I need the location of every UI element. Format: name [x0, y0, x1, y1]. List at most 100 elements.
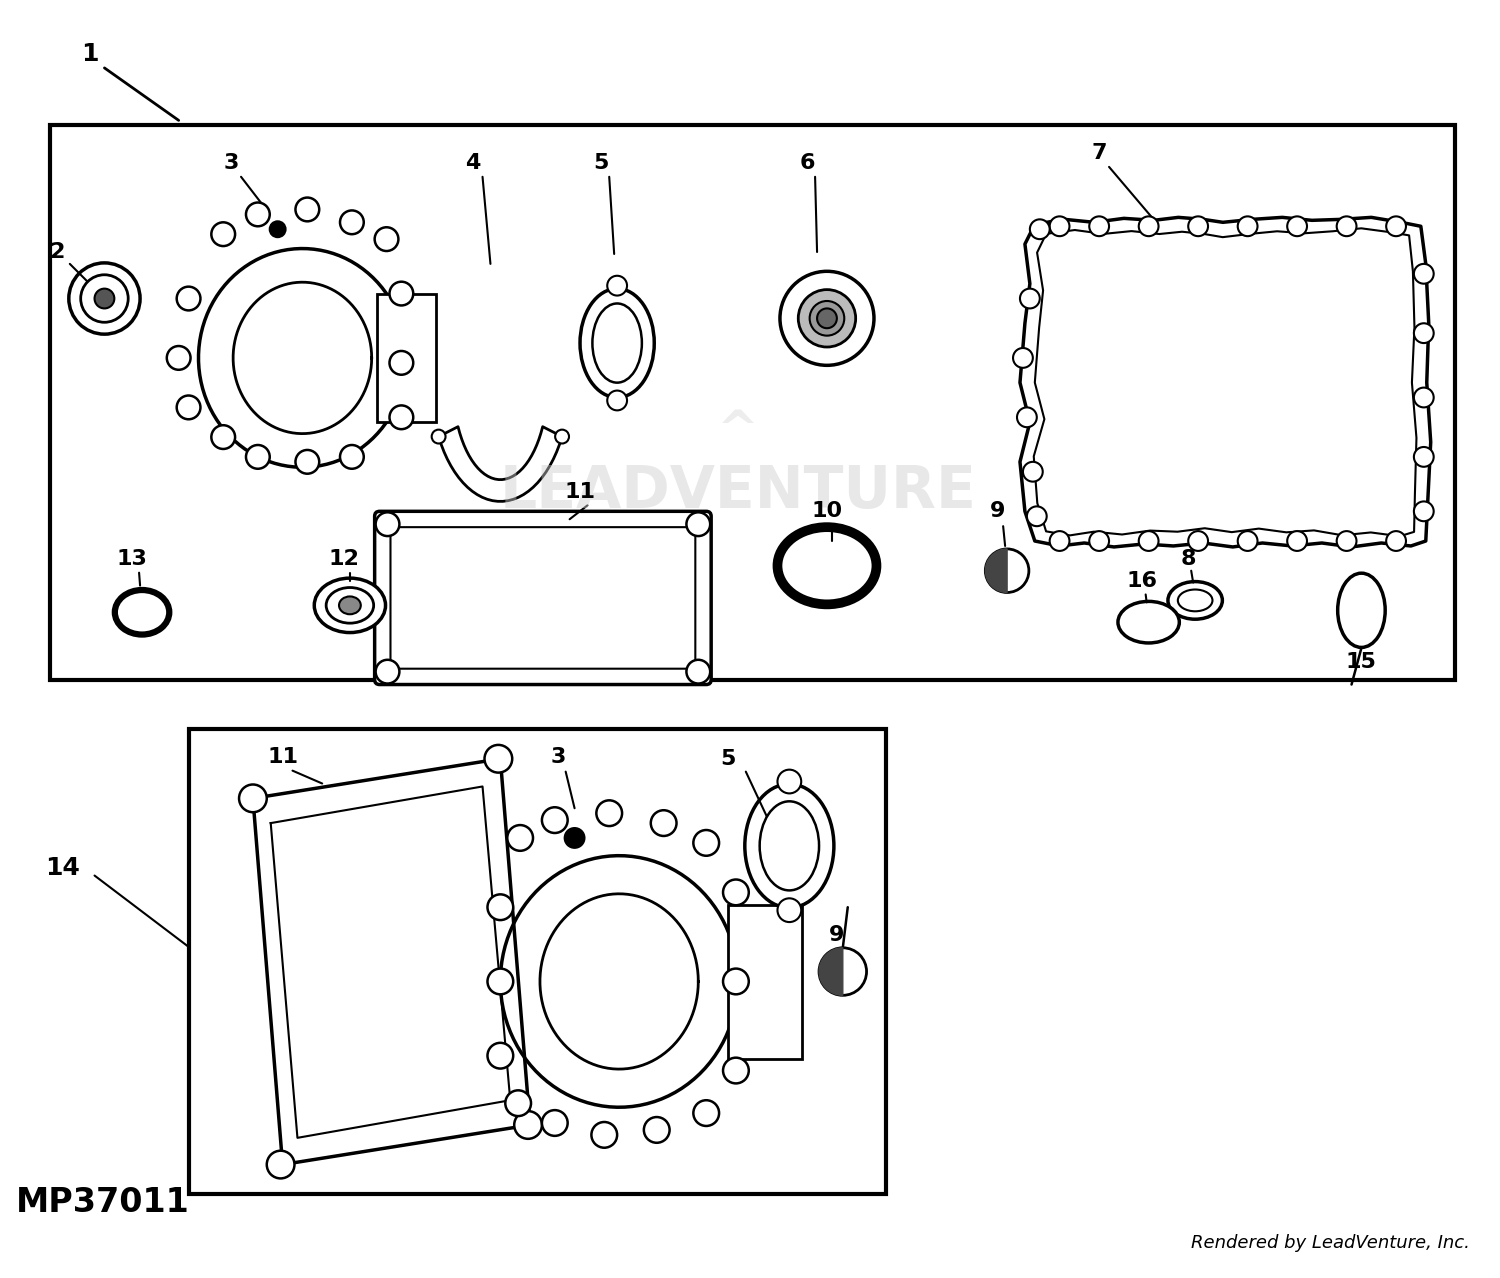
Text: 9: 9 [830, 925, 844, 944]
Circle shape [1188, 216, 1208, 236]
Circle shape [555, 429, 568, 443]
Circle shape [1030, 220, 1050, 239]
Ellipse shape [116, 590, 170, 635]
Ellipse shape [326, 588, 374, 624]
Text: 13: 13 [117, 548, 147, 569]
Wedge shape [986, 550, 1006, 593]
Text: 2: 2 [50, 242, 64, 262]
Circle shape [1287, 216, 1306, 236]
Text: 5: 5 [720, 749, 735, 769]
Circle shape [1414, 447, 1434, 466]
Circle shape [542, 808, 567, 833]
Circle shape [166, 346, 190, 369]
Ellipse shape [1118, 602, 1179, 643]
Text: ^: ^ [717, 408, 759, 456]
Circle shape [777, 898, 801, 921]
Circle shape [246, 202, 270, 226]
Circle shape [693, 1100, 718, 1126]
Circle shape [723, 1058, 748, 1084]
Circle shape [542, 1111, 567, 1136]
Ellipse shape [580, 289, 654, 397]
Circle shape [484, 745, 512, 773]
Polygon shape [501, 856, 738, 1107]
Text: 3: 3 [550, 746, 566, 767]
FancyBboxPatch shape [375, 511, 711, 685]
Circle shape [1287, 532, 1306, 551]
Text: LEADVENTURE: LEADVENTURE [500, 463, 976, 520]
Circle shape [488, 1043, 513, 1068]
Circle shape [390, 405, 412, 429]
Circle shape [1238, 532, 1257, 551]
Circle shape [723, 879, 748, 905]
Circle shape [506, 1090, 531, 1116]
Text: 11: 11 [564, 482, 596, 501]
Text: 16: 16 [1126, 570, 1156, 590]
Ellipse shape [798, 290, 855, 348]
Circle shape [246, 445, 270, 469]
Bar [189, 728, 886, 1194]
Circle shape [608, 391, 627, 410]
Circle shape [1414, 323, 1434, 343]
Circle shape [1414, 263, 1434, 284]
Text: 11: 11 [267, 746, 298, 767]
Bar [50, 125, 1455, 680]
Ellipse shape [315, 578, 386, 633]
Text: 14: 14 [45, 856, 81, 879]
Text: MP37011: MP37011 [15, 1186, 189, 1219]
Circle shape [1336, 216, 1356, 236]
Circle shape [514, 1111, 541, 1139]
Text: 4: 4 [465, 153, 480, 173]
Circle shape [1188, 532, 1208, 551]
Circle shape [1050, 216, 1070, 236]
Ellipse shape [1338, 573, 1384, 648]
Circle shape [1028, 506, 1047, 527]
Ellipse shape [818, 308, 837, 328]
Circle shape [1138, 532, 1158, 551]
Circle shape [723, 969, 748, 994]
Circle shape [651, 810, 676, 836]
Ellipse shape [69, 263, 140, 334]
Circle shape [507, 826, 532, 851]
Ellipse shape [746, 783, 834, 907]
Ellipse shape [1168, 581, 1222, 620]
Circle shape [564, 828, 585, 847]
Circle shape [177, 286, 201, 311]
Ellipse shape [777, 527, 876, 604]
Circle shape [1089, 532, 1108, 551]
Circle shape [375, 512, 399, 535]
Circle shape [340, 211, 364, 234]
Circle shape [693, 829, 718, 856]
Circle shape [591, 1122, 616, 1148]
Circle shape [432, 429, 445, 443]
Ellipse shape [81, 275, 128, 322]
Circle shape [777, 769, 801, 794]
Text: 10: 10 [812, 501, 843, 521]
Ellipse shape [810, 302, 844, 336]
Text: 8: 8 [1180, 548, 1196, 569]
Text: 6: 6 [800, 153, 814, 173]
Text: 15: 15 [1346, 652, 1377, 672]
Circle shape [177, 395, 201, 419]
Circle shape [1336, 532, 1356, 551]
Ellipse shape [759, 801, 819, 891]
Wedge shape [819, 948, 843, 996]
Circle shape [1414, 501, 1434, 521]
Text: Rendered by LeadVenture, Inc.: Rendered by LeadVenture, Inc. [1191, 1233, 1470, 1251]
Circle shape [1138, 216, 1158, 236]
Circle shape [1013, 348, 1034, 368]
Text: 3: 3 [224, 153, 238, 173]
Circle shape [1023, 461, 1042, 482]
Bar [376, 294, 436, 422]
Circle shape [597, 800, 622, 826]
Circle shape [211, 222, 236, 247]
Polygon shape [438, 427, 562, 501]
Circle shape [1414, 387, 1434, 408]
Circle shape [1386, 532, 1406, 551]
Circle shape [1386, 216, 1406, 236]
Text: 5: 5 [594, 153, 609, 173]
Circle shape [819, 948, 867, 996]
Circle shape [375, 659, 399, 684]
Polygon shape [270, 786, 510, 1137]
Circle shape [1089, 216, 1108, 236]
Circle shape [1050, 532, 1070, 551]
